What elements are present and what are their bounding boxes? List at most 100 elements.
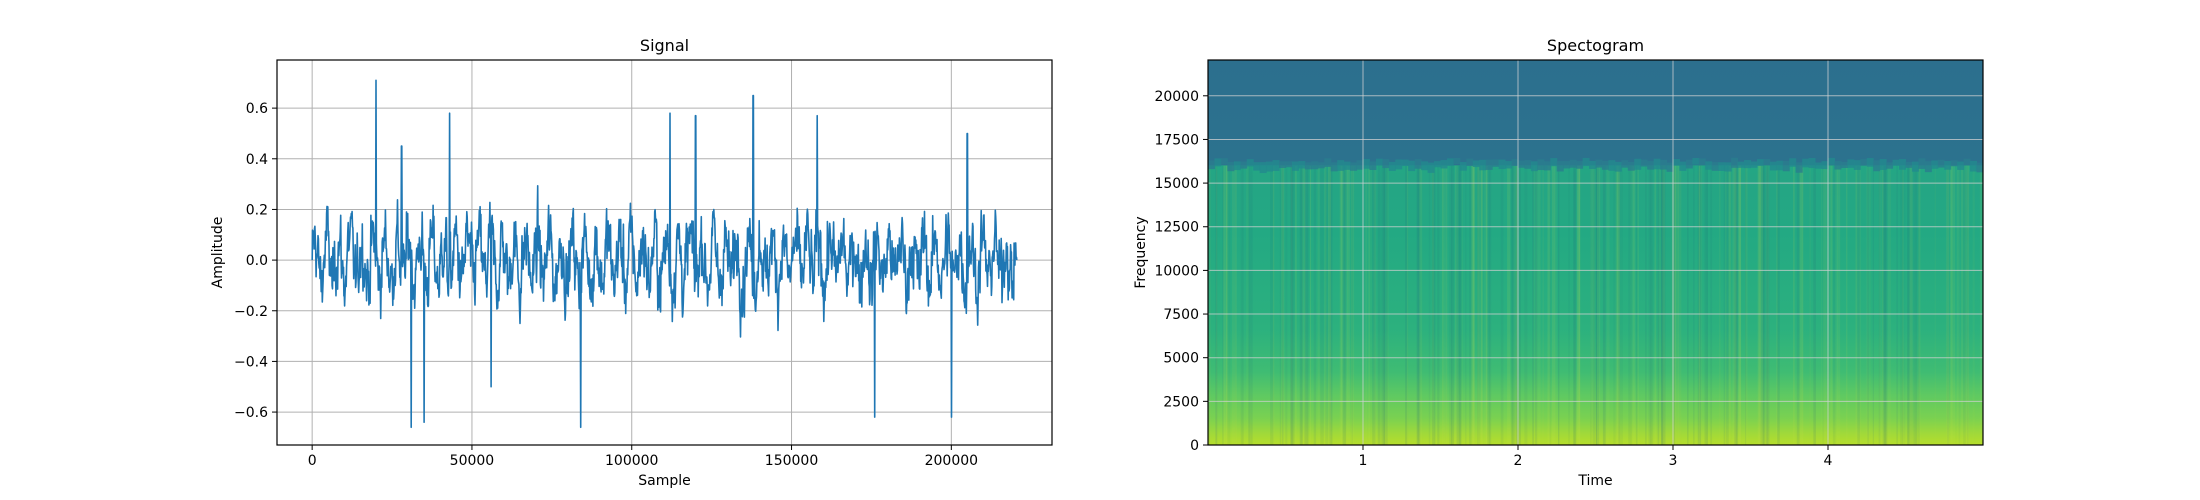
spectrogram-streak xyxy=(1662,165,1665,445)
spectrogram-streak xyxy=(1820,165,1823,445)
signal-y-label: Amplitude xyxy=(210,217,226,289)
spectrogram-streak xyxy=(1732,165,1736,445)
spectrogram-streak xyxy=(1660,165,1663,445)
spectrogram-streak xyxy=(1633,165,1636,445)
spectrogram-cutoff-edge xyxy=(1266,161,1274,172)
spectrogram-cutoff-edge xyxy=(1233,161,1241,171)
spectrogram-streak xyxy=(1648,165,1652,445)
spectrogram-streak xyxy=(1293,165,1295,445)
spectrogram-cutoff-edge xyxy=(1253,162,1261,171)
spectrogram-cutoff-edge xyxy=(1382,159,1390,169)
spectrogram-streak xyxy=(1368,165,1371,445)
spectrogram-streak xyxy=(1602,165,1606,445)
spectrogram-streak xyxy=(1617,165,1621,445)
spectrogram-y-tick-label: 17500 xyxy=(1154,132,1199,148)
spectrogram-streak xyxy=(1799,165,1801,445)
spectrogram-streak xyxy=(1951,165,1956,445)
spectrogram-title: Spectogram xyxy=(1547,36,1644,55)
spectrogram-streak xyxy=(1856,165,1858,445)
spectrogram-cutoff-edge xyxy=(1621,160,1629,168)
spectrogram-cutoff-edge xyxy=(1279,161,1286,168)
spectrogram-streak xyxy=(1658,165,1662,445)
spectrogram-streak xyxy=(1279,165,1282,445)
spectrogram-cutoff-edge xyxy=(1505,161,1513,169)
spectrogram-streak xyxy=(1650,165,1654,445)
spectrogram-streak xyxy=(1830,165,1832,445)
spectrogram-cutoff-edge xyxy=(1240,161,1248,169)
spectrogram-cutoff-edge xyxy=(1576,161,1584,169)
spectrogram-streak xyxy=(1918,165,1921,445)
spectrogram-streak xyxy=(1596,165,1601,445)
spectrogram-streak xyxy=(1687,165,1689,445)
spectrogram-streak xyxy=(1979,165,1983,445)
spectrogram-streak xyxy=(1340,165,1344,445)
spectrogram-streak xyxy=(1913,165,1917,445)
spectrogram-streak xyxy=(1574,165,1576,445)
spectrogram-streak xyxy=(1437,165,1440,445)
spectrogram-streak xyxy=(1515,165,1520,445)
spectrogram-streak xyxy=(1372,165,1376,445)
spectrogram-streak xyxy=(1728,165,1731,445)
spectrogram-streak xyxy=(1699,165,1701,445)
spectrogram-streak xyxy=(1882,165,1884,445)
spectrogram-streak xyxy=(1295,165,1297,445)
spectrogram-cutoff-edge xyxy=(1718,162,1726,171)
spectrogram-cutoff-edge xyxy=(1853,160,1861,170)
spectrogram-x-label: Time xyxy=(1577,473,1612,489)
spectrogram-cutoff-edge xyxy=(1673,158,1680,166)
spectrogram-streak xyxy=(1457,165,1460,445)
spectrogram-cutoff-edge xyxy=(1886,162,1894,169)
spectrogram-streak xyxy=(1822,165,1825,445)
spectrogram-streak xyxy=(1536,165,1538,445)
spectrogram-streak xyxy=(1738,165,1741,445)
spectrogram-streak xyxy=(1645,165,1647,445)
spectrogram-cutoff-edge xyxy=(1950,160,1958,167)
spectrogram-cutoff-edge xyxy=(1892,159,1900,166)
spectrogram-x-tick-label: 1 xyxy=(1359,453,1368,469)
spectrogram-streak xyxy=(1796,165,1800,445)
spectrogram-streak xyxy=(1325,165,1329,445)
spectrogram-streak xyxy=(1902,165,1904,445)
spectrogram-streak xyxy=(1710,165,1713,445)
spectrogram-streak xyxy=(1719,165,1721,445)
spectrogram-cutoff-edge xyxy=(1220,158,1228,165)
spectrogram-streak xyxy=(1660,165,1664,445)
spectrogram-streak xyxy=(1858,165,1861,445)
spectrogram-streak xyxy=(1680,165,1682,445)
spectrogram-streak xyxy=(1291,165,1293,445)
spectrogram-streak xyxy=(1958,165,1961,445)
spectrogram-x-tick-label: 4 xyxy=(1824,453,1833,469)
spectrogram-cutoff-edge xyxy=(1815,162,1823,169)
spectrogram-streak xyxy=(1867,165,1870,445)
spectrogram-streak xyxy=(1458,165,1462,445)
spectrogram-streak xyxy=(1406,165,1409,445)
spectrogram-streak xyxy=(1799,165,1802,445)
spectrogram-cutoff-edge xyxy=(1802,158,1810,168)
spectrogram-streak xyxy=(1461,165,1464,445)
spectrogram-cutoff-edge xyxy=(1731,157,1739,168)
spectrogram-cutoff-edge xyxy=(1311,161,1319,170)
spectrogram-streak xyxy=(1615,165,1618,445)
spectrogram-streak xyxy=(1551,165,1555,445)
spectrogram-streak xyxy=(1381,165,1385,445)
spectrogram-y-label: Frequency xyxy=(1133,216,1149,288)
spectrogram-y-tick-label: 10000 xyxy=(1154,263,1199,279)
spectrogram-cutoff-edge xyxy=(1324,158,1332,167)
spectrogram-streak xyxy=(1485,165,1488,445)
spectrogram-streak xyxy=(1225,165,1227,445)
spectrogram-cutoff-edge xyxy=(1879,159,1887,170)
spectrogram-streak xyxy=(1246,165,1250,445)
spectrogram-cutoff-edge xyxy=(1840,161,1848,168)
spectrogram-streak xyxy=(1226,165,1229,445)
spectrogram-streak xyxy=(1675,165,1677,445)
spectrogram-streak xyxy=(1524,165,1528,445)
spectrogram-streak xyxy=(1761,165,1765,445)
spectrogram-streak xyxy=(1735,165,1738,445)
spectrogram-streak xyxy=(1961,165,1964,445)
spectrogram-streak xyxy=(1704,165,1708,445)
spectrogram-streak xyxy=(1739,165,1741,445)
spectrogram-streak xyxy=(1855,165,1857,445)
signal-x-tick-label: 200000 xyxy=(925,453,978,469)
spectrogram-cutoff-edge xyxy=(1782,160,1790,172)
spectrogram-streak xyxy=(1757,165,1761,445)
